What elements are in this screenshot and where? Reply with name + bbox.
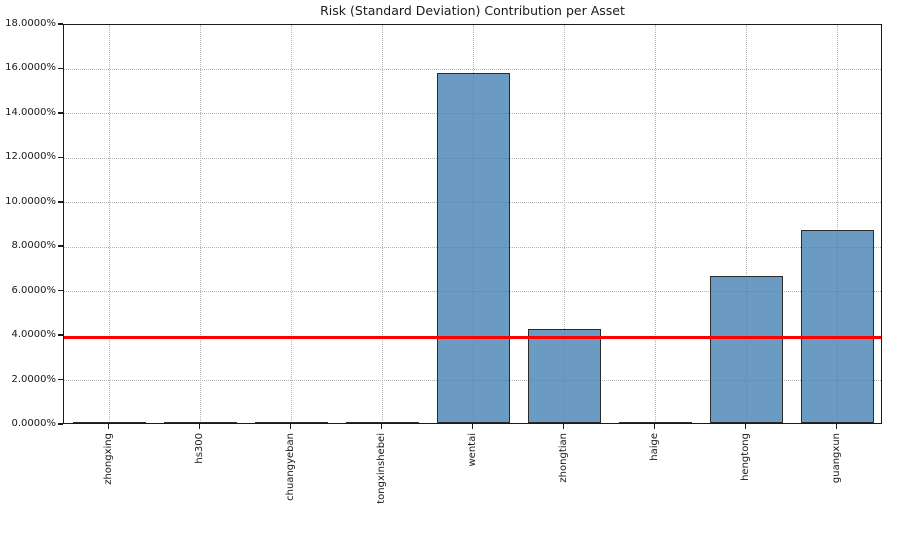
x-tick-mark [198, 424, 201, 429]
x-gridline [200, 25, 201, 423]
plot-area [63, 24, 882, 424]
y-tick-mark [58, 23, 63, 25]
y-tick-mark [58, 289, 63, 292]
y-tick-mark [58, 67, 63, 70]
y-tick-mark [58, 423, 63, 425]
bar-zhongtian [528, 329, 601, 423]
x-tick-label: guangxun [831, 433, 842, 484]
x-gridline [291, 25, 292, 423]
x-gridline [837, 25, 838, 423]
y-tick-label: 8.0000% [11, 240, 57, 252]
y-tick-mark [58, 156, 63, 159]
bar-hs300 [164, 422, 237, 423]
x-gridline [109, 25, 110, 423]
bar-tongxinshebei [346, 422, 419, 423]
x-tick-mark [471, 424, 474, 429]
bar-chuangyeban [255, 422, 328, 423]
x-tick-mark [653, 424, 656, 429]
bar-haige [619, 422, 692, 423]
y-tick-label: 16.0000% [5, 62, 56, 74]
y-tick-label: 10.0000% [5, 195, 56, 207]
x-tick-mark [835, 424, 838, 429]
x-tick-label: zhongxing [103, 433, 114, 485]
y-tick-mark [58, 334, 63, 336]
y-gridline [64, 68, 881, 70]
y-tick-label: 6.0000% [11, 284, 57, 296]
y-tick-label: 18.0000% [5, 18, 56, 29]
x-tick-label: haige [649, 433, 660, 461]
bar-wentai [437, 73, 510, 423]
x-tick-label: chuangyeban [285, 433, 296, 501]
x-gridline [382, 25, 383, 423]
y-tick-label: 0.0000% [11, 418, 57, 429]
y-tick-label: 4.0000% [11, 329, 57, 341]
y-tick-mark [58, 245, 63, 247]
y-tick-label: 12.0000% [5, 151, 56, 163]
x-tick-mark [107, 424, 110, 429]
x-gridline [564, 25, 565, 423]
y-tick-label: 14.0000% [5, 106, 56, 118]
bar-zhongxing [73, 422, 146, 423]
x-gridline [746, 25, 747, 423]
x-tick-mark [562, 424, 565, 429]
y-tick-mark [58, 378, 63, 381]
y-tick-mark [58, 112, 63, 114]
bar-hengtong [710, 276, 783, 423]
bar-guangxun [801, 230, 874, 423]
x-tick-label: wentai [467, 433, 478, 467]
x-gridline [655, 25, 656, 423]
x-tick-mark [380, 424, 383, 429]
y-tick-label: 2.0000% [11, 373, 57, 385]
y-tick-mark [58, 201, 63, 203]
reference-line [64, 336, 881, 339]
x-tick-label: tongxinshebei [376, 433, 387, 504]
x-tick-label: hs300 [194, 433, 205, 464]
chart-title: Risk (Standard Deviation) Contribution p… [320, 3, 625, 18]
x-tick-mark [289, 424, 292, 429]
x-tick-label: hengtong [740, 433, 751, 481]
x-tick-mark [744, 424, 747, 429]
x-tick-label: zhongtian [558, 433, 569, 483]
